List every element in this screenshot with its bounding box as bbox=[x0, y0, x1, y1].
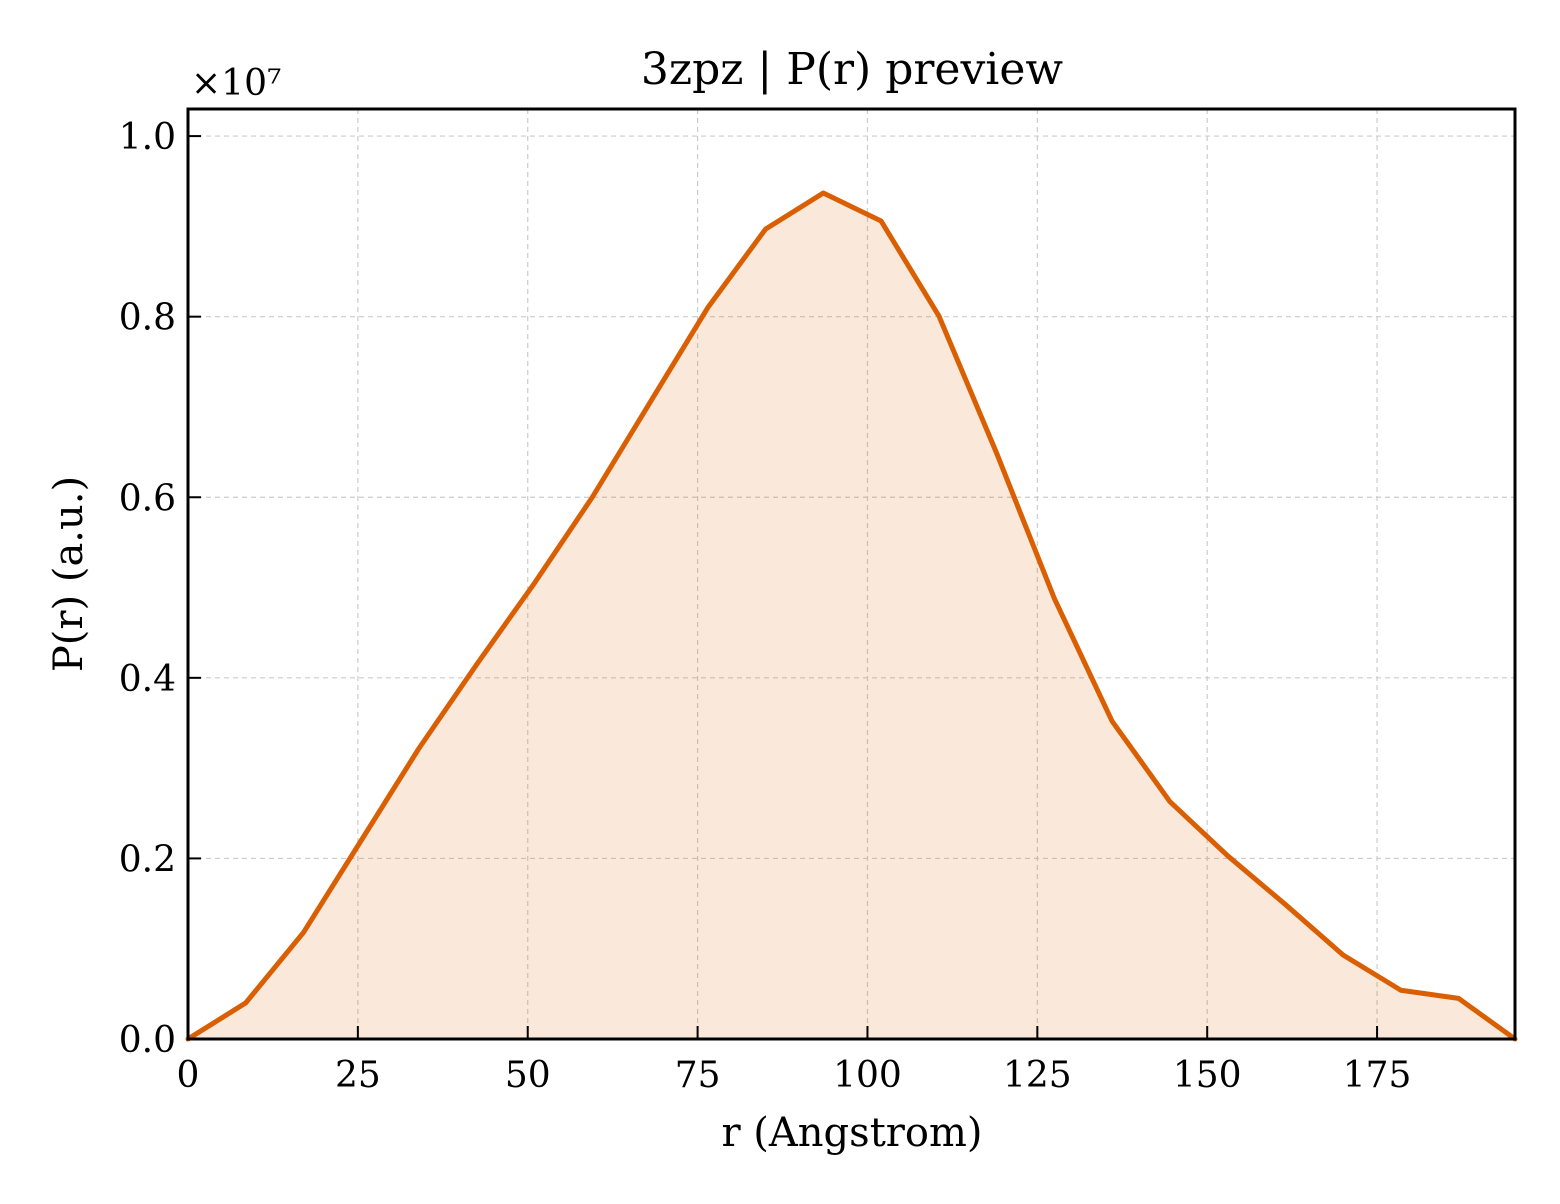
series-line bbox=[185, 190, 1518, 1042]
x-tick-label: 175 bbox=[1343, 1055, 1412, 1096]
y-tick-label: 0.2 bbox=[119, 839, 176, 880]
x-tick-label: 25 bbox=[335, 1055, 381, 1096]
x-axis-label: r (Angstrom) bbox=[721, 1110, 982, 1156]
x-tick-label: 100 bbox=[833, 1055, 902, 1096]
y-tick-label: 0.6 bbox=[119, 478, 176, 519]
grid-layer bbox=[188, 109, 1515, 1039]
y-tick-label: 0.8 bbox=[119, 298, 176, 339]
tick-layer: 0 25 50 75 100 125 150 175 0.0 0.2 0.4 0.6 0.8 1.0 bbox=[119, 117, 1412, 1096]
y-axis-label: P(r) (a.u.) bbox=[46, 476, 92, 672]
x-tick-label: 50 bbox=[505, 1055, 551, 1096]
y-tick-label: 0.0 bbox=[119, 1020, 176, 1061]
x-tick-label: 75 bbox=[675, 1055, 721, 1096]
x-tick-label: 125 bbox=[1003, 1055, 1072, 1096]
x-tick-label: 150 bbox=[1173, 1055, 1242, 1096]
chart-title: 3zpz | P(r) preview bbox=[641, 44, 1063, 95]
series-area-fill bbox=[188, 192, 1515, 1040]
y-tick-label: 0.4 bbox=[119, 659, 176, 700]
fill-layer bbox=[188, 192, 1515, 1040]
x-tick-label: 0 bbox=[177, 1055, 200, 1096]
y-offset-text: ×10⁷ bbox=[191, 63, 281, 104]
plot-frame bbox=[186, 107, 1517, 1041]
y-tick-label: 1.0 bbox=[119, 117, 176, 158]
line-layer bbox=[185, 190, 1518, 1042]
